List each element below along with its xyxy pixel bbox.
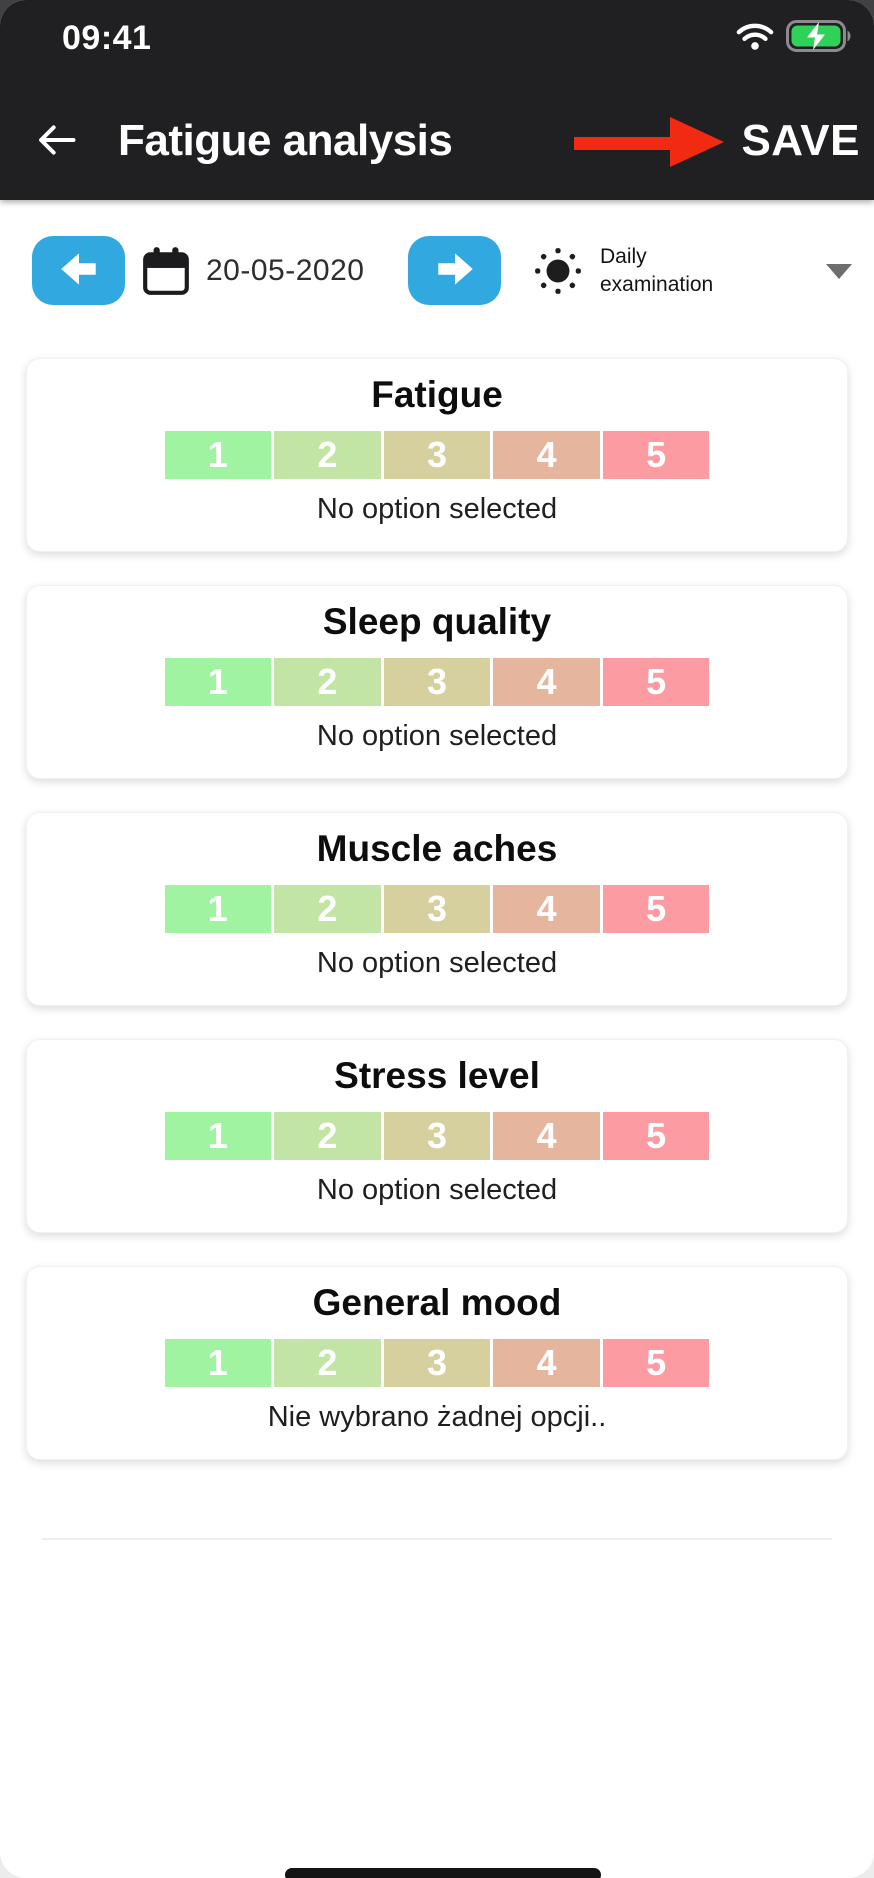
rating-option-1[interactable]: 1 bbox=[164, 1339, 272, 1387]
card-status: No option selected bbox=[316, 1174, 558, 1206]
sun-icon bbox=[533, 246, 583, 301]
rating-option-3[interactable]: 3 bbox=[383, 658, 491, 706]
rating-option-4[interactable]: 4 bbox=[493, 885, 600, 933]
arrow-left-icon bbox=[56, 248, 102, 293]
rating-option-5[interactable]: 5 bbox=[602, 885, 710, 933]
rating-option-2[interactable]: 2 bbox=[274, 1112, 381, 1160]
card-status: No option selected bbox=[316, 493, 558, 525]
rating-option-3[interactable]: 3 bbox=[383, 885, 491, 933]
arrow-right-icon bbox=[432, 248, 478, 293]
rating-option-2[interactable]: 2 bbox=[274, 1339, 381, 1387]
rating-option-4[interactable]: 4 bbox=[493, 1339, 600, 1387]
arrow-left-icon bbox=[35, 124, 79, 163]
previous-day-button[interactable] bbox=[32, 236, 125, 305]
card-title: Stress level bbox=[334, 1055, 540, 1096]
rating-option-1[interactable]: 1 bbox=[164, 431, 272, 479]
rating-option-5[interactable]: 5 bbox=[602, 658, 710, 706]
status-time: 09:41 bbox=[62, 18, 152, 57]
rating-option-1[interactable]: 1 bbox=[164, 658, 272, 706]
save-button[interactable]: SAVE bbox=[741, 108, 860, 174]
list-end-divider bbox=[42, 1538, 832, 1540]
rating-option-1[interactable]: 1 bbox=[164, 885, 272, 933]
rating-option-1[interactable]: 1 bbox=[164, 1112, 272, 1160]
rating-option-3[interactable]: 3 bbox=[383, 1112, 491, 1160]
rating-option-3[interactable]: 3 bbox=[383, 1339, 491, 1387]
annotation-arrow-icon bbox=[572, 114, 726, 175]
rating-option-2[interactable]: 2 bbox=[274, 658, 381, 706]
rating-option-2[interactable]: 2 bbox=[274, 431, 381, 479]
battery-charging-icon bbox=[786, 19, 852, 57]
status-bar: 09:41 bbox=[0, 18, 874, 57]
rating-option-4[interactable]: 4 bbox=[493, 431, 600, 479]
card-status: No option selected bbox=[316, 720, 558, 752]
selected-date[interactable]: 20-05-2020 bbox=[206, 254, 365, 287]
home-indicator[interactable] bbox=[285, 1868, 601, 1878]
chevron-down-icon[interactable] bbox=[826, 264, 852, 279]
wifi-icon bbox=[736, 21, 774, 56]
status-icons bbox=[736, 19, 852, 57]
rating-option-5[interactable]: 5 bbox=[602, 1112, 710, 1160]
next-day-button[interactable] bbox=[408, 236, 501, 305]
rating-option-4[interactable]: 4 bbox=[493, 658, 600, 706]
rating-option-4[interactable]: 4 bbox=[493, 1112, 600, 1160]
app-header: 09:41 bbox=[0, 0, 874, 200]
card-status: No option selected bbox=[316, 947, 558, 979]
exam-type-label[interactable]: Daily examination bbox=[600, 245, 714, 296]
back-button[interactable] bbox=[32, 116, 82, 166]
rating-option-5[interactable]: 5 bbox=[602, 1339, 710, 1387]
card-title: Sleep quality bbox=[322, 601, 552, 642]
card-status: Nie wybrano żadnej opcji.. bbox=[267, 1401, 607, 1433]
header-nav-row: Fatigue analysis SAVE bbox=[0, 108, 874, 174]
calendar-icon[interactable] bbox=[142, 245, 190, 302]
rating-option-3[interactable]: 3 bbox=[383, 431, 491, 479]
rating-option-2[interactable]: 2 bbox=[274, 885, 381, 933]
page-title: Fatigue analysis bbox=[118, 116, 453, 165]
date-toolbar: 20-05-2020 bbox=[0, 236, 874, 306]
card-title: Fatigue bbox=[371, 374, 503, 415]
card-title: General mood bbox=[312, 1282, 562, 1323]
card-title: Muscle aches bbox=[316, 828, 558, 869]
rating-option-5[interactable]: 5 bbox=[602, 431, 710, 479]
